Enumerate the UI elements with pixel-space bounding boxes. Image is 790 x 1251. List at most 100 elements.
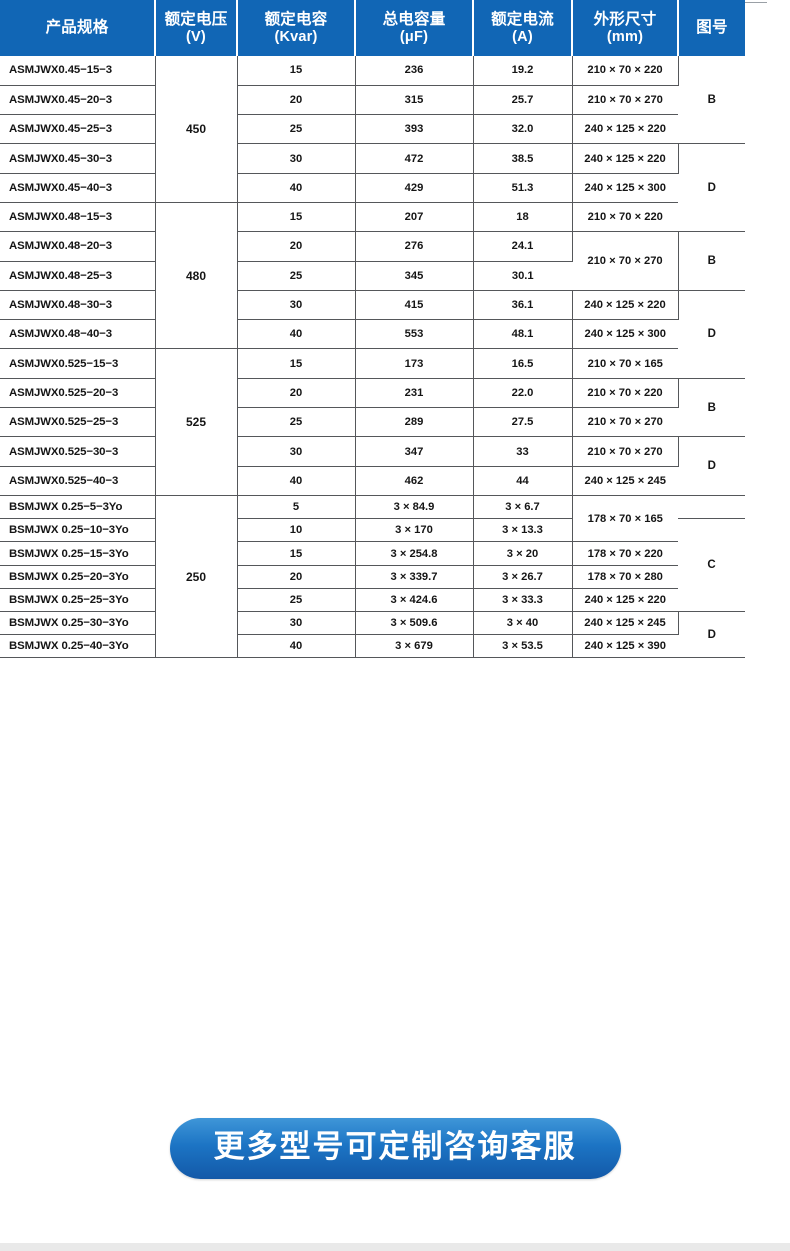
cell-dims: 210 × 70 × 220	[572, 202, 678, 233]
cell-voltage: 480	[154, 202, 238, 350]
table-row: BSMJWX 0.25−10−3Yo 10 3 × 170 3 × 13.3 C	[0, 518, 745, 612]
cell-model: ASMJWX0.525−20−3	[0, 378, 156, 409]
cell-model: BSMJWX 0.25−15−3Yo	[0, 541, 156, 566]
cell-kvar: 5	[237, 495, 356, 520]
column-header-title: 图号	[696, 19, 728, 37]
column-header-unit: (Kvar)	[274, 28, 318, 45]
cell-amp: 3 × 33.3	[473, 588, 573, 613]
cell-uf: 315	[355, 85, 474, 116]
cell-model: ASMJWX0.525−40−3	[0, 466, 156, 496]
cell-model: ASMJWX0.45−25−3	[0, 114, 156, 145]
cell-model: BSMJWX 0.25−20−3Yo	[0, 565, 156, 589]
column-header-title: 额定电流	[491, 11, 554, 29]
cell-model: BSMJWX 0.25−5−3Yo	[0, 495, 156, 520]
cell-kvar: 40	[237, 173, 356, 203]
column-header-amp: 额定电流(A)	[473, 0, 573, 56]
cell-model: ASMJWX0.48−20−3	[0, 231, 156, 262]
column-header-title: 额定电容	[264, 11, 328, 29]
cell-model: ASMJWX0.525−15−3	[0, 348, 156, 379]
cell-uf: 3 × 424.6	[355, 588, 474, 613]
cell-kvar: 20	[237, 565, 356, 589]
cell-dims: 210 × 70 × 220	[572, 56, 679, 86]
cell-uf: 276	[355, 231, 474, 262]
cell-kvar: 30	[237, 290, 356, 321]
cell-uf: 553	[355, 319, 474, 350]
cell-amp: 3 × 26.7	[473, 565, 573, 589]
cell-uf: 3 × 170	[355, 518, 474, 543]
cell-model: ASMJWX0.48−15−3	[0, 202, 156, 233]
column-header-dims: 外形尺寸(mm)	[572, 0, 679, 56]
cell-amp: 19.2	[473, 56, 573, 86]
table-row: ASMJWX0.525−40−3 40 462 44 240 × 125 × 245	[0, 466, 745, 496]
cell-model: ASMJWX0.525−30−3	[0, 436, 156, 467]
cell-amp: 38.5	[473, 143, 573, 174]
cell-dims: 210 × 70 × 220	[572, 378, 679, 409]
column-header-title: 外形尺寸	[593, 11, 657, 29]
cell-kvar: 10	[237, 518, 356, 543]
table-row: ASMJWX0.48−40−3 40 553 48.1 240 × 125 × 300	[0, 319, 745, 350]
table-row: ASMJWX0.48−30−3 30 415 36.1 240 × 125 × 220 D	[0, 290, 745, 379]
contact-customer-service-button[interactable]: 更多型号可定制咨询客服	[169, 1118, 621, 1179]
cell-model: ASMJWX0.48−30−3	[0, 290, 156, 321]
cell-amp: 3 × 6.7	[473, 495, 573, 520]
cell-amp: 51.3	[473, 173, 573, 203]
cell-figno: B	[678, 378, 745, 438]
column-header-title: 产品规格	[45, 19, 109, 37]
cell-uf: 207	[355, 202, 474, 233]
column-header-uf: 总电容量(μF)	[355, 0, 474, 56]
cell-dims: 178 × 70 × 220	[572, 541, 678, 566]
cell-model: ASMJWX0.48−25−3	[0, 261, 156, 291]
table-row: ASMJWX0.48−25−3 25 345 30.1	[0, 261, 745, 291]
capacitor-spec-table-two: 产品规格 额定电压 (V) 额定电容 (Kvar) 总电容量 (μF) 额定电流 (A) 外形尺寸…	[0, 0, 745, 496]
capacitor-spec-table-two-wrapper: 产品规格 额定电压 (V) 额定电容 (Kvar) 总电容量 (μF) 额定电流 (A) 外形尺寸…	[0, 0, 745, 496]
column-header-unit: (μF)	[399, 28, 429, 45]
cell-amp: 24.1	[473, 231, 573, 262]
cell-kvar: 40	[237, 466, 356, 496]
cell-kvar: 20	[237, 378, 356, 409]
cell-figno: D	[678, 611, 745, 659]
cell-amp: 3 × 40	[473, 611, 573, 636]
cell-dims: 210 × 70 × 270	[572, 85, 678, 116]
table-row: ASMJWX0.45−20−3 20 315 25.7 210 × 70 × 270	[0, 85, 745, 116]
cell-kvar: 15	[237, 202, 356, 233]
table-row: ASMJWX0.525−20−3 20 231 22.0 210 × 70 × 220 B	[0, 378, 745, 438]
cell-amp: 25.7	[473, 85, 573, 116]
cell-dims: 240 × 125 × 390	[572, 634, 678, 659]
cell-kvar: 25	[237, 261, 356, 291]
cell-model: ASMJWX0.45−15−3	[0, 56, 156, 86]
cell-uf: 393	[355, 114, 474, 145]
cell-dims: 240 × 125 × 220	[572, 114, 678, 145]
table-two-header: 产品规格 额定电压 (V) 额定电容 (Kvar) 总电容量 (μF) 额定电流 (A) 外形尺寸…	[0, 0, 745, 56]
cell-uf: 236	[355, 56, 474, 86]
table-header-row: 产品规格额定电压(V)额定电容(Kvar)总电容量(μF)额定电流(A)外形尺寸…	[0, 0, 745, 56]
cell-figno: B	[678, 56, 745, 145]
cell-uf: 429	[355, 173, 474, 203]
cell-kvar: 25	[237, 588, 356, 613]
table-row: ASMJWX0.48−15−3 480 15 207 18 210 × 70 × 220	[0, 202, 745, 350]
table-row: ASMJWX0.45−25−3 25 393 32.0 240 × 125 × 220	[0, 114, 745, 145]
table-row: BSMJWX 0.25−30−3Yo 30 3 × 509.6 3 × 40 240 ×…	[0, 611, 745, 659]
cell-amp: 44	[473, 466, 573, 496]
column-header-unit: (A)	[512, 28, 533, 45]
cell-dims: 240 × 125 × 245	[572, 611, 679, 636]
cell-kvar: 40	[237, 634, 356, 659]
cell-amp: 3 × 13.3	[473, 518, 573, 543]
cell-model: ASMJWX0.45−30−3	[0, 143, 156, 174]
cell-uf: 231	[355, 378, 474, 409]
cell-uf: 173	[355, 348, 474, 379]
cell-kvar: 30	[237, 143, 356, 174]
cell-kvar: 30	[237, 436, 356, 467]
cell-amp: 27.5	[473, 407, 573, 438]
cell-dims: 240 × 125 × 220	[572, 290, 679, 321]
column-header-unit: (V)	[186, 28, 206, 45]
cell-figno: D	[678, 290, 745, 379]
cell-amp: 22.0	[473, 378, 573, 409]
cell-dims: 240 × 125 × 245	[572, 466, 678, 496]
table-row: BSMJWX 0.25−20−3Yo 20 3 × 339.7 3 × 26.7 178…	[0, 565, 745, 589]
cta-banner: 更多型号可定制咨询客服	[0, 1118, 790, 1179]
cell-dims: 210 × 70 × 270	[572, 436, 679, 467]
column-header-kvar: 额定电容(Kvar)	[237, 0, 356, 56]
cell-dims: 210 × 70 × 165	[572, 348, 678, 379]
cell-kvar: 20	[237, 85, 356, 116]
